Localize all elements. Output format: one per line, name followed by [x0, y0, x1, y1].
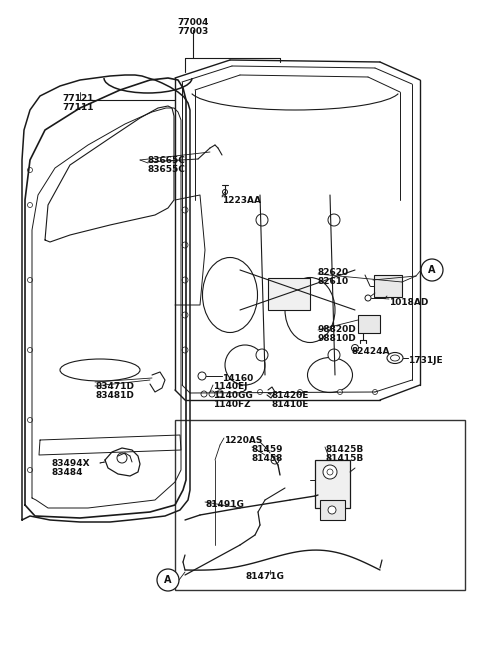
Text: 81410E: 81410E [271, 400, 308, 409]
Text: 81458: 81458 [252, 454, 283, 463]
Circle shape [182, 277, 188, 283]
Circle shape [328, 214, 340, 226]
Text: A: A [428, 265, 436, 275]
Circle shape [27, 348, 33, 352]
Text: 77004: 77004 [177, 18, 209, 27]
Circle shape [27, 417, 33, 422]
Bar [358, 315, 380, 333]
Circle shape [323, 465, 337, 479]
Ellipse shape [225, 345, 265, 385]
Circle shape [217, 391, 223, 397]
Text: 1140FZ: 1140FZ [213, 400, 251, 409]
Text: A: A [164, 575, 172, 585]
Text: 83471D: 83471D [95, 382, 134, 391]
Circle shape [182, 347, 188, 353]
Circle shape [337, 390, 343, 394]
Ellipse shape [285, 277, 335, 342]
Circle shape [298, 390, 302, 394]
Text: 81425B: 81425B [325, 445, 363, 454]
Text: 77003: 77003 [178, 27, 209, 36]
Circle shape [351, 344, 359, 352]
Circle shape [201, 391, 207, 397]
Text: 83665C: 83665C [148, 156, 186, 165]
Circle shape [327, 469, 333, 475]
Circle shape [27, 203, 33, 207]
Text: 81471G: 81471G [246, 572, 285, 581]
Circle shape [257, 390, 263, 394]
Text: 77121: 77121 [62, 94, 94, 103]
Circle shape [182, 242, 188, 248]
Text: 98810D: 98810D [318, 334, 357, 343]
Circle shape [198, 372, 206, 380]
Text: 83484: 83484 [52, 468, 84, 477]
Ellipse shape [60, 359, 140, 381]
Text: 1223AA: 1223AA [222, 196, 261, 205]
Circle shape [182, 207, 188, 213]
Circle shape [27, 468, 33, 472]
Ellipse shape [387, 352, 403, 363]
Bar [268, 278, 310, 310]
Text: 83655C: 83655C [148, 165, 186, 174]
Circle shape [328, 349, 340, 361]
Circle shape [223, 190, 228, 194]
Text: 82424A: 82424A [352, 347, 391, 356]
Text: 82620: 82620 [318, 268, 349, 277]
Text: 83494X: 83494X [52, 459, 91, 468]
Text: 14160: 14160 [222, 374, 253, 383]
Text: 1220AS: 1220AS [224, 436, 263, 445]
Text: 1140EJ: 1140EJ [213, 382, 248, 391]
Bar [320, 500, 345, 520]
Circle shape [117, 453, 127, 463]
Text: 1140GG: 1140GG [213, 391, 253, 400]
Circle shape [328, 506, 336, 514]
Circle shape [209, 391, 215, 397]
Text: 83481D: 83481D [95, 391, 134, 400]
Bar [315, 460, 350, 508]
Ellipse shape [308, 358, 352, 392]
Circle shape [372, 390, 377, 394]
Circle shape [256, 349, 268, 361]
Circle shape [157, 569, 179, 591]
Text: 77111: 77111 [62, 103, 94, 112]
Text: 81420E: 81420E [271, 391, 308, 400]
Circle shape [217, 390, 223, 394]
Circle shape [27, 277, 33, 283]
Circle shape [182, 312, 188, 318]
Ellipse shape [391, 355, 399, 361]
Circle shape [256, 214, 268, 226]
Text: 1731JE: 1731JE [408, 356, 443, 365]
Circle shape [27, 167, 33, 173]
Text: 98820D: 98820D [318, 325, 357, 334]
Text: 81415B: 81415B [325, 454, 363, 463]
Circle shape [365, 295, 371, 301]
Bar [374, 275, 402, 297]
Circle shape [271, 456, 279, 464]
Text: 1018AD: 1018AD [389, 298, 428, 307]
Ellipse shape [203, 258, 257, 333]
Text: 82610: 82610 [318, 277, 349, 286]
Text: 81459: 81459 [252, 445, 284, 454]
Circle shape [421, 259, 443, 281]
Text: 81491G: 81491G [205, 500, 244, 509]
Bar [175, 420, 465, 590]
